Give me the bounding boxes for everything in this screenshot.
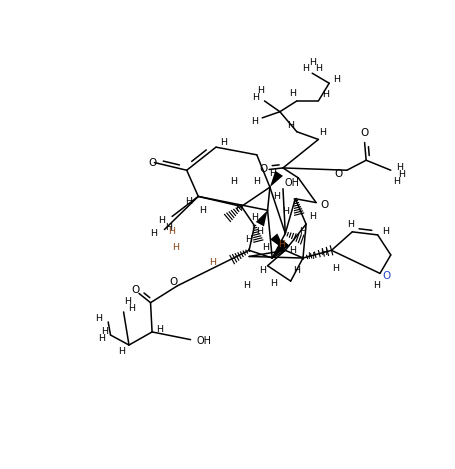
Text: H: H xyxy=(397,170,404,179)
Text: H: H xyxy=(208,258,215,267)
Text: H: H xyxy=(322,90,329,99)
Text: H: H xyxy=(308,212,315,221)
Text: OH: OH xyxy=(196,336,211,346)
Text: H: H xyxy=(308,58,315,67)
Polygon shape xyxy=(269,171,283,187)
Text: H: H xyxy=(273,192,280,201)
Text: H: H xyxy=(257,86,263,95)
Text: H: H xyxy=(185,197,192,205)
Text: H: H xyxy=(253,176,260,186)
Text: H: H xyxy=(287,121,293,130)
Text: H: H xyxy=(333,75,339,84)
Text: H: H xyxy=(95,314,102,323)
Text: H: H xyxy=(250,117,258,126)
Text: H: H xyxy=(289,246,296,255)
Text: H: H xyxy=(251,92,258,102)
Text: H: H xyxy=(393,176,399,186)
Text: H: H xyxy=(319,248,327,257)
Text: H: H xyxy=(235,204,242,213)
Text: O: O xyxy=(259,165,267,174)
Polygon shape xyxy=(272,240,289,258)
Text: H: H xyxy=(331,264,338,272)
Text: H: H xyxy=(243,281,250,290)
Text: H: H xyxy=(157,216,164,225)
Text: H: H xyxy=(127,303,135,312)
Polygon shape xyxy=(255,210,267,227)
Text: H: H xyxy=(396,163,403,172)
Text: O: O xyxy=(131,285,139,295)
Text: H: H xyxy=(278,241,284,250)
Text: H: H xyxy=(268,169,275,178)
Text: H: H xyxy=(372,281,379,290)
Text: H: H xyxy=(302,64,309,73)
Text: H: H xyxy=(117,347,125,356)
Text: H: H xyxy=(293,266,300,275)
Text: H: H xyxy=(270,279,277,288)
Text: O: O xyxy=(381,271,389,281)
Text: H: H xyxy=(220,138,227,147)
Text: H: H xyxy=(281,207,288,216)
Text: H: H xyxy=(164,223,172,232)
Text: H: H xyxy=(346,220,354,229)
Text: H: H xyxy=(381,227,388,235)
Text: H: H xyxy=(230,176,237,186)
Text: H: H xyxy=(97,333,105,342)
Text: O: O xyxy=(169,277,177,287)
Text: O: O xyxy=(147,158,156,167)
Text: H: H xyxy=(156,325,163,334)
Text: H: H xyxy=(171,243,178,252)
Text: H: H xyxy=(256,227,263,236)
Text: H: H xyxy=(307,252,313,261)
Text: H: H xyxy=(318,128,325,137)
Text: OH: OH xyxy=(284,178,299,188)
Text: H: H xyxy=(101,327,107,336)
Text: O: O xyxy=(360,128,368,138)
Text: H: H xyxy=(262,243,269,252)
Polygon shape xyxy=(270,234,285,250)
Text: H: H xyxy=(124,296,131,306)
Text: H: H xyxy=(150,229,157,238)
Text: H: H xyxy=(168,227,175,236)
Text: H: H xyxy=(299,227,306,236)
Text: O: O xyxy=(319,200,328,210)
Text: O: O xyxy=(334,169,342,179)
Text: H: H xyxy=(250,213,258,222)
Text: H: H xyxy=(258,266,265,275)
Text: H: H xyxy=(289,89,296,98)
Text: H: H xyxy=(199,206,206,215)
Text: H: H xyxy=(314,64,321,73)
Text: H: H xyxy=(245,235,252,244)
